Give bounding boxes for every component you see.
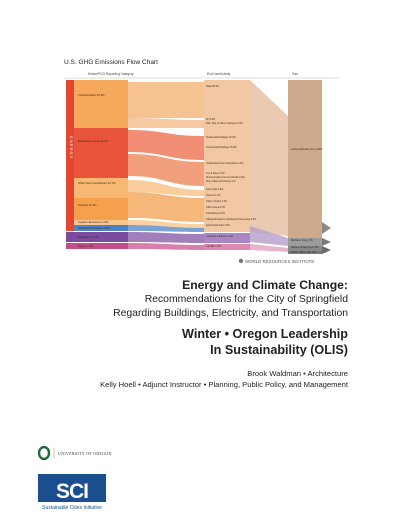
sector-label: Industry 10.3%: [78, 203, 97, 207]
sector-agriculture: [66, 232, 128, 242]
sector-label: Agriculture 7.1%: [78, 235, 99, 239]
report-title: Energy and Climate Change:: [182, 278, 348, 292]
gas-arrow-2: [322, 238, 331, 246]
end-use-agriculture: [204, 233, 250, 243]
end-use-label: Road 25.4%: [206, 85, 220, 88]
sector-label: Waste 2.9%: [78, 244, 93, 248]
sector-industrial-processes: [66, 225, 128, 231]
gas-n2o: [288, 246, 322, 251]
end-use-label: Cement 1.4%: [206, 194, 221, 197]
sci-logo: SCI Sustainable Cities Initiative: [38, 474, 106, 512]
gas-label: Methane (CH₄) 9%: [291, 238, 314, 242]
chart-source: WORLD RESOURCES INSTITUTE: [245, 259, 314, 264]
end-use-labels: Road 25.4% Air 2.9%Rail, Ship, & Other Tr…: [206, 85, 257, 248]
end-use-label: Chemicals 4.3%: [206, 188, 224, 191]
wri-logo-icon: [238, 258, 244, 264]
end-use-label: Rail, Ship, & Other Transport 2.3%: [206, 122, 244, 125]
sector-label: Electricity & Heat 32.4%: [78, 139, 109, 143]
university-of-oregon-logo: UNIVERSITY OF OREGON: [37, 445, 178, 461]
credit-line-2: Kelly Hoell • Adjunct Instructor • Plann…: [100, 380, 348, 389]
gas-methane: [288, 238, 322, 246]
credit-line-1: Brook Waldman • Architecture: [247, 369, 348, 378]
uo-wordmark: UNIVERSITY OF OREGON: [58, 451, 112, 456]
gas-arrow-3: [322, 246, 331, 254]
sector-label: Transportation 31.3%: [78, 93, 105, 97]
report-subtitle-2: Regarding Buildings, Electricity, and Tr…: [113, 308, 348, 319]
gas-label: HFCs, PFCs, SF₆ 2%: [291, 250, 317, 254]
chart-col1-header: Sector/PCG Reporting Category: [88, 72, 134, 76]
end-use-label: Oil/Gas Extraction, Refining & Processin…: [206, 218, 257, 221]
term-line-1: Winter • Oregon Leadership: [182, 327, 348, 341]
gas-label: Nitrous Oxide (N₂O) 5%: [291, 245, 319, 249]
sector-fugitive: [66, 220, 128, 225]
sector-electricity: [66, 128, 128, 178]
sector-industry: [66, 198, 128, 220]
flow-chart-graphic: U.S. GHG Emissions Flow Chart Sector/PCG…: [64, 59, 340, 264]
end-use-label: Commercial Buildings 15.6%: [206, 146, 237, 149]
end-use-label: Residential Buildings 15.3%: [206, 136, 237, 139]
end-use-label: Livestock & Manure 2.3%: [206, 235, 234, 238]
sector-labels: Transportation 31.3% Electricity & Heat 3…: [78, 93, 116, 248]
oregon-o-icon: [37, 445, 51, 461]
energy-band-label: E N E R G Y: [69, 136, 74, 159]
report-subtitle-1: Recommendations for the City of Springfi…: [144, 294, 348, 305]
end-use-label: Coal Mining 0.3%: [206, 212, 226, 215]
sector-waste: [66, 243, 128, 249]
ghg-flow-chart: U.S. GHG Emissions Flow Chart Sector/PCG…: [56, 56, 348, 268]
gas-co2: [288, 80, 322, 238]
sci-logo-letters: SCI: [56, 480, 88, 503]
sector-transportation: [66, 80, 128, 128]
end-use-label: Pulp, Paper & Printing 1.1%: [206, 180, 237, 183]
end-use-label: Iron & Steel 1.5%: [206, 172, 225, 175]
end-use-waste: [204, 244, 250, 250]
sector-label: Fugitive Emissions 1.9%: [78, 220, 109, 224]
chart-title: U.S. GHG Emissions Flow Chart: [64, 59, 158, 66]
end-use-label: Air 2.9%: [206, 118, 216, 121]
sector-label: Other Fuel Combustion 12.7%: [78, 181, 116, 185]
end-use-label: T&D Losses 0.6%: [206, 206, 226, 209]
end-use-label: Aluminum/Non-Ferrous Metals 0.4%: [206, 176, 245, 179]
gas-hfc: [288, 251, 322, 254]
end-use-label: Other Industry 1.4%: [206, 200, 228, 203]
sector-label: Industrial Processes 3.9%: [78, 226, 111, 230]
end-use-label: Unallocated Fuel Combustion 3.6%: [206, 162, 244, 165]
chart-col2-header: End Use/Activity: [207, 72, 231, 76]
end-use-label: Landfills 2.3%: [206, 245, 222, 248]
sector-other-fuel: [66, 178, 128, 198]
gas-label: Carbon Dioxide (CO₂) 84%: [291, 147, 323, 151]
end-use-column: [204, 80, 250, 232]
chart-col3-header: Gas: [292, 72, 298, 76]
term-line-2: In Sustainability (OLIS): [210, 343, 348, 357]
gas-labels: Carbon Dioxide (CO₂) 84% Methane (CH₄) 9%…: [291, 147, 323, 254]
energy-band: [66, 80, 74, 231]
end-use-label: Agricultural Soils 4.8%: [206, 224, 231, 227]
gas-arrow-1: [322, 222, 331, 234]
sci-logo-name: Sustainable Cities Initiative: [42, 505, 102, 511]
